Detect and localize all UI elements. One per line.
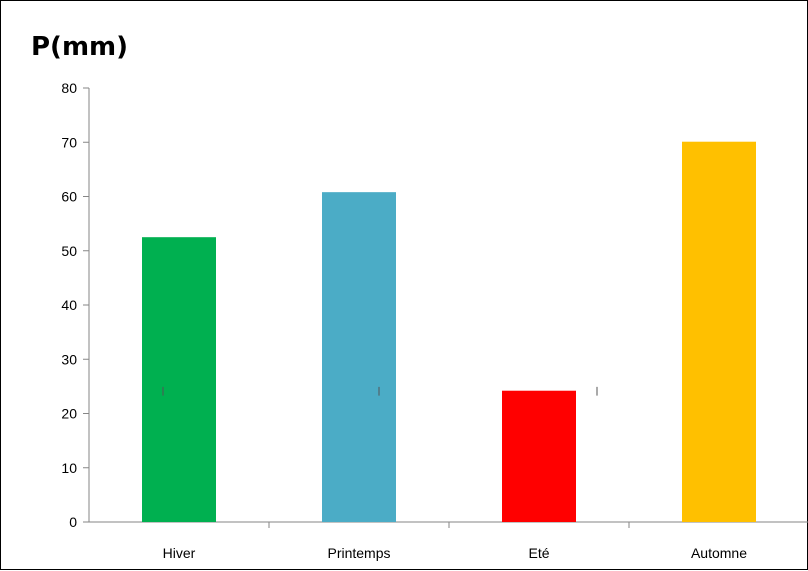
y-tick-label-0: 0 bbox=[69, 514, 77, 530]
x-tick-label-3: Eté bbox=[528, 545, 549, 561]
bar-1 bbox=[142, 237, 216, 522]
y-tick-label-10: 10 bbox=[61, 460, 77, 476]
y-tick-label-50: 50 bbox=[61, 243, 77, 259]
bar-3 bbox=[502, 390, 576, 522]
x-tick-label-4: Automne bbox=[691, 545, 747, 561]
x-tick-label-2: Printemps bbox=[327, 545, 390, 561]
chart-title: P(mm) bbox=[31, 32, 128, 62]
y-axis: 0 10 20 30 40 50 60 70 80 bbox=[61, 80, 90, 530]
y-tick-label-70: 70 bbox=[61, 134, 77, 150]
bar-2 bbox=[322, 192, 396, 522]
x-tick-label-1: Hiver bbox=[163, 545, 196, 561]
y-tick-label-60: 60 bbox=[61, 189, 77, 205]
y-tick-label-80: 80 bbox=[61, 80, 77, 96]
error-marks bbox=[162, 386, 598, 396]
bars bbox=[142, 141, 756, 522]
x-axis: Hiver Printemps Eté Automne bbox=[89, 521, 808, 561]
y-tick-label-30: 30 bbox=[61, 351, 77, 367]
y-tick-label-20: 20 bbox=[61, 406, 77, 422]
y-tick-label-40: 40 bbox=[61, 297, 77, 313]
bar-4 bbox=[682, 141, 756, 522]
